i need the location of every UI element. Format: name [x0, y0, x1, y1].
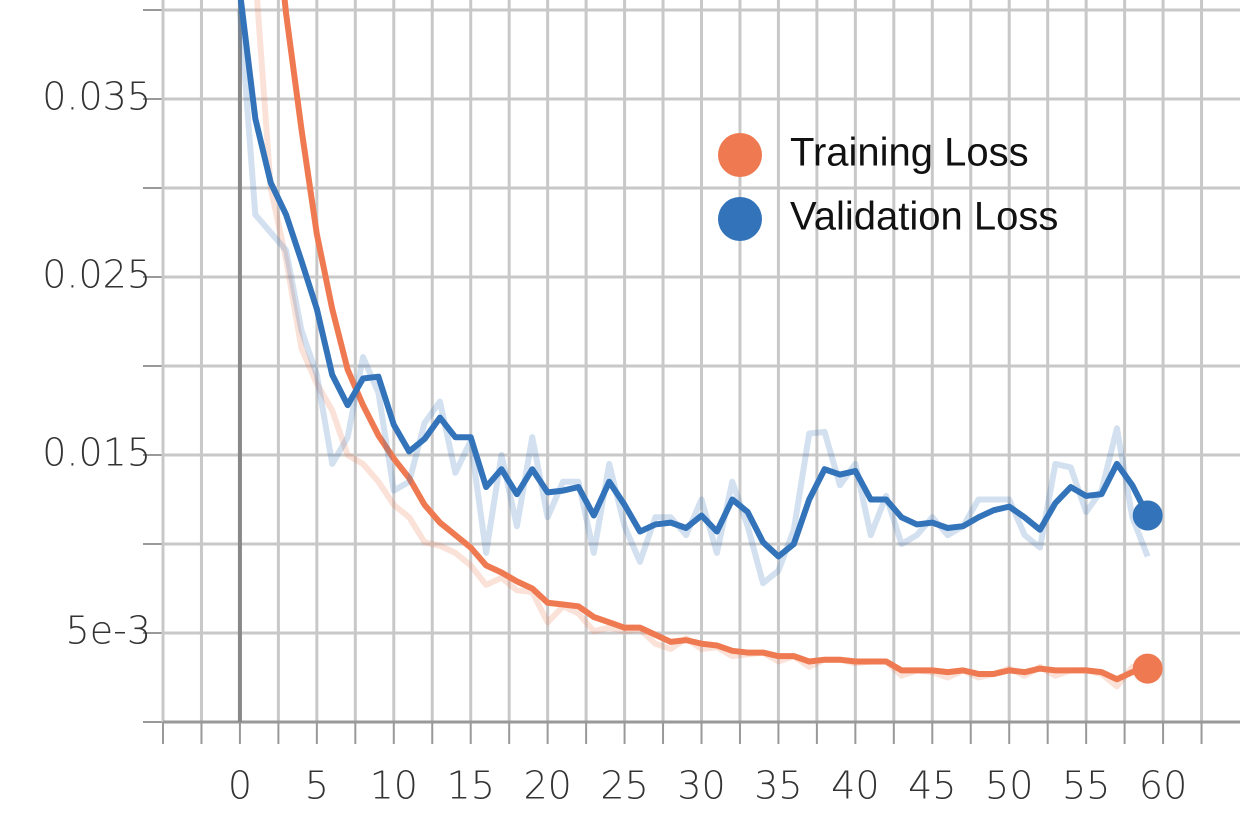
labels: 0.035 0.025 0.015 5e-3 0 5 10 15 20 25 30 35 40 45 50 5… — [42, 75, 1187, 808]
plot-lines — [236, 0, 1151, 690]
raw-line — [236, 9, 1151, 587]
raw-line — [254, 0, 1148, 690]
x-tick-label: 40 — [831, 764, 879, 808]
x-tick-label: 60 — [1139, 764, 1187, 808]
legend-swatch — [718, 197, 762, 241]
smoothed-line — [237, 0, 1151, 560]
legend-swatch — [718, 133, 762, 177]
x-tick-label: 55 — [1062, 764, 1110, 808]
smoothed-line — [281, 0, 1149, 683]
y-tick-label: 0.025 — [42, 253, 151, 297]
x-tick-label: 50 — [985, 764, 1033, 808]
x-tick-label: 30 — [677, 764, 725, 808]
y-tick-label: 0.015 — [42, 431, 151, 475]
end-marker — [1132, 500, 1163, 531]
x-tick-label: 20 — [523, 764, 571, 808]
x-tick-label: 15 — [447, 764, 495, 808]
y-tick-label: 0.035 — [42, 75, 151, 119]
x-tick-label: 25 — [600, 764, 648, 808]
legend-label: Training Loss — [790, 131, 1029, 175]
legend-label: Validation Loss — [790, 195, 1058, 239]
x-tick-label: 5 — [305, 764, 329, 808]
x-tick-label: 0 — [228, 764, 252, 808]
grid — [143, 0, 1240, 744]
end-marker — [1132, 653, 1163, 684]
y-tick-label: 5e-3 — [66, 609, 151, 653]
x-tick-label: 45 — [908, 764, 956, 808]
x-tick-label: 35 — [754, 764, 802, 808]
x-tick-label: 10 — [370, 764, 418, 808]
